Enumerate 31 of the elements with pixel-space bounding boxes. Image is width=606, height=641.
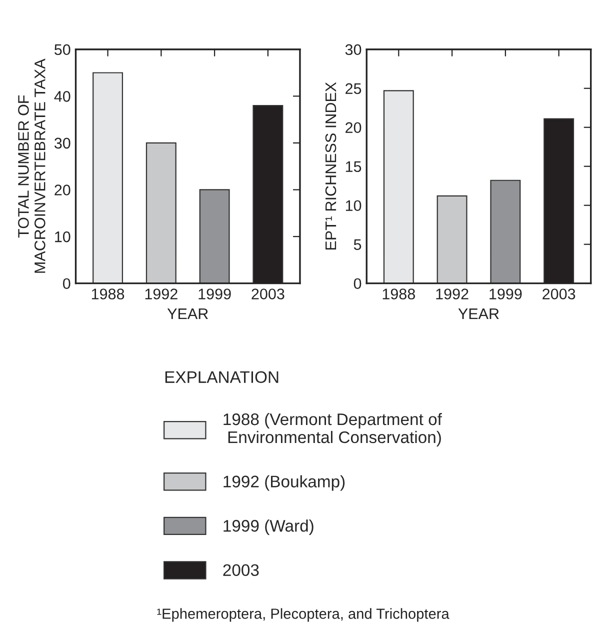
y-axis-title: TOTAL NUMBER OF MACROINVERTEBRATE TAXA bbox=[18, 58, 46, 273]
x-tick-label: 1999 bbox=[490, 288, 522, 300]
x-tick-label: 2003 bbox=[542, 288, 576, 300]
legend-title: EXPLANATION bbox=[165, 371, 278, 383]
y-tick-label: 10 bbox=[55, 231, 70, 242]
x-tick-label: 2003 bbox=[252, 288, 284, 300]
y-tick-label: 5 bbox=[354, 239, 362, 250]
x-tick-label: 1999 bbox=[198, 288, 231, 300]
y-tick-label: 30 bbox=[54, 138, 70, 149]
x-tick-label: 1992 bbox=[145, 288, 178, 300]
x-tick-label: 1988 bbox=[382, 288, 415, 300]
y-tick-label: 25 bbox=[346, 83, 362, 94]
legend-label: 1992 (Boukamp) bbox=[224, 475, 345, 491]
y-tick-label: 10 bbox=[346, 200, 362, 212]
legend-label: 2003 bbox=[223, 564, 259, 576]
y-axis-title: EPT¹ RICHNESS INDEX bbox=[325, 82, 336, 250]
y-tick-label: 20 bbox=[346, 122, 362, 134]
y-tick-label: 15 bbox=[346, 161, 362, 172]
x-tick-label: 1988 bbox=[92, 288, 124, 300]
y-tick-label: 50 bbox=[54, 44, 70, 56]
text: ¹Ephemeroptera, Plecoptera, and Trichoptera bbox=[157, 608, 450, 622]
x-tick-label: 1992 bbox=[436, 288, 468, 300]
y-tick-label: 20 bbox=[54, 184, 70, 196]
x-axis-title: YEAR bbox=[167, 308, 208, 320]
y-tick-label: 30 bbox=[345, 44, 362, 56]
x-axis-title: YEAR bbox=[458, 308, 499, 320]
y-tick-label: 0 bbox=[354, 278, 362, 290]
legend-label: 1988 (Vermont Department of Environmental Conservation) bbox=[224, 412, 442, 446]
y-tick-label: 0 bbox=[62, 278, 70, 290]
y-tick-label: 40 bbox=[54, 91, 70, 102]
legend-label: 1999 (Ward) bbox=[224, 519, 314, 536]
